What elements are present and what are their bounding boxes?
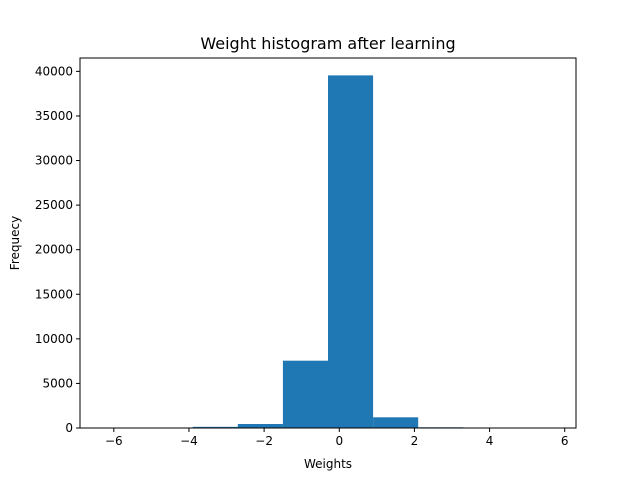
x-tick-label: −6 [105,434,123,448]
y-axis-ticks: 0 5000 10000 15000 20000 25000 30000 35000 40000 [35,64,80,435]
y-tick-label: 10000 [35,332,73,346]
x-tick-label: 6 [561,434,569,448]
y-tick-label: 5000 [42,376,73,390]
y-tick-label: 25000 [35,198,73,212]
y-axis-label: Frequecy [8,216,22,270]
histogram-bar [192,426,238,428]
histogram-bars [102,75,554,428]
x-tick-label: −4 [180,434,198,448]
x-tick-label: 0 [335,434,343,448]
x-tick-label: 4 [486,434,494,448]
y-tick-label: 0 [65,421,73,435]
chart-title: Weight histogram after learning [200,34,455,53]
y-tick-label: 40000 [35,64,73,78]
histogram-bar [373,417,419,428]
y-tick-label: 15000 [35,287,73,301]
x-axis-ticks: −6 −4 −2 0 2 4 6 [105,428,569,448]
x-axis-label: Weights [304,457,352,471]
y-tick-label: 35000 [35,109,73,123]
x-tick-label: 2 [411,434,419,448]
y-tick-label: 20000 [35,243,73,257]
x-tick-label: −2 [255,434,273,448]
histogram-bar [282,360,328,428]
y-tick-label: 30000 [35,154,73,168]
plot-frame [79,57,577,429]
histogram-bar [237,423,283,428]
histogram-bar [328,75,374,428]
